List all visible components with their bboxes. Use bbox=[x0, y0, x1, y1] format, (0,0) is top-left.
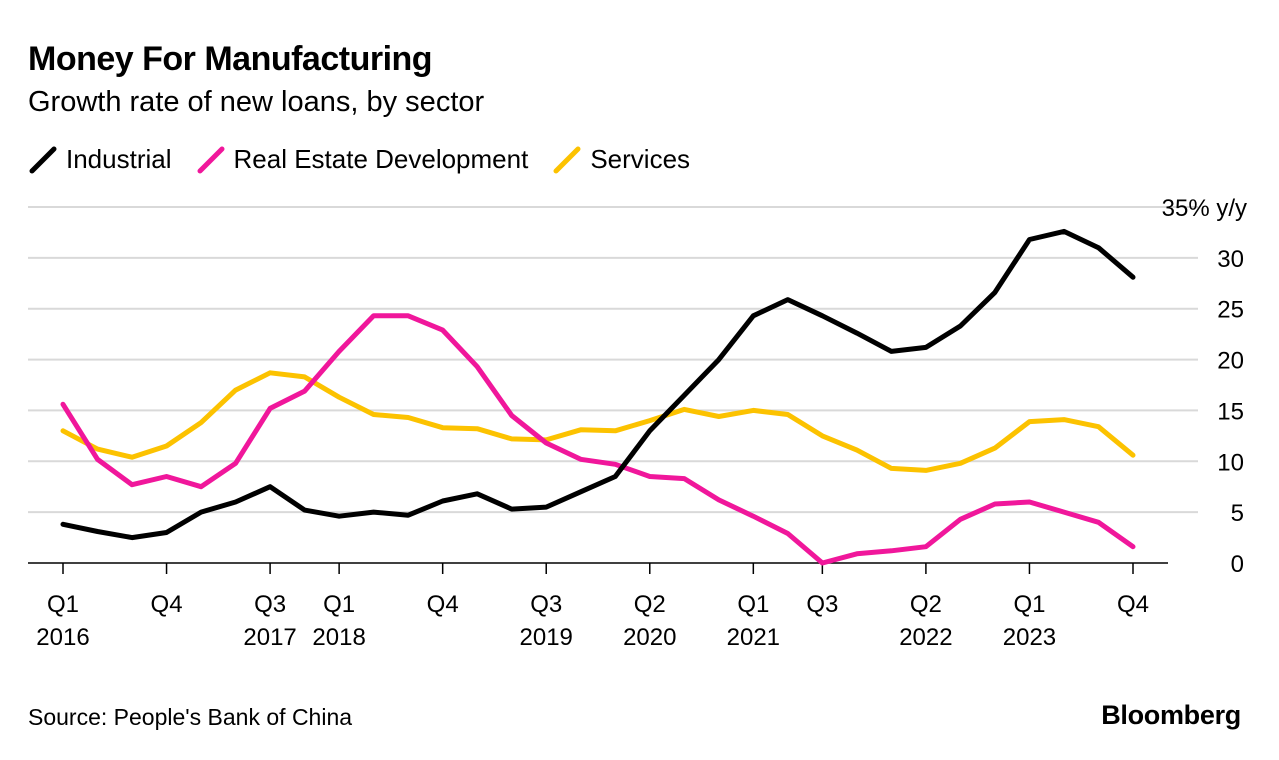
legend-label-services: Services bbox=[590, 144, 691, 174]
legend-label-real-estate: Real Estate Development bbox=[233, 144, 529, 174]
x-tick-label-quarter-14: Q3 bbox=[530, 591, 562, 618]
x-tick-label-year-0: 2016 bbox=[36, 624, 89, 651]
y-tick-label-25: 25 bbox=[1217, 297, 1244, 324]
legend-item-services: Services bbox=[552, 144, 690, 175]
x-tick-label-year-20: 2021 bbox=[727, 624, 780, 651]
x-tick-label-quarter-3: Q4 bbox=[151, 591, 183, 618]
legend-swatch-real-estate bbox=[196, 145, 226, 175]
x-tick-label-year-28: 2023 bbox=[1003, 624, 1056, 651]
x-tick-label-quarter-31: Q4 bbox=[1117, 591, 1149, 618]
line-chart: 35% y/y 0 5 10 15 20 25 30 Q1 2016 Q4 Q3 2017 Q1 2018 Q… bbox=[28, 195, 1247, 651]
x-tick-label-quarter-22: Q3 bbox=[806, 591, 838, 618]
chart-title: Money For Manufacturing bbox=[28, 40, 433, 78]
x-tick-label-quarter-28: Q1 bbox=[1013, 591, 1045, 618]
y-tick-label-10: 10 bbox=[1217, 449, 1244, 476]
x-tick-label-quarter-25: Q2 bbox=[910, 591, 942, 618]
legend-item-real-estate: Real Estate Development bbox=[196, 144, 529, 175]
legend-swatch-industrial bbox=[28, 145, 58, 175]
y-tick-label-0: 0 bbox=[1231, 551, 1244, 578]
x-tick-label-year-14: 2019 bbox=[520, 624, 573, 651]
x-tick-label-year-8: 2018 bbox=[312, 624, 365, 651]
y-tick-label-20: 20 bbox=[1217, 348, 1244, 375]
chart-subtitle: Growth rate of new loans, by sector bbox=[28, 86, 485, 118]
y-unit-label: 35% y/y bbox=[1162, 195, 1247, 222]
x-tick-label-quarter-11: Q4 bbox=[427, 591, 459, 618]
legend-label-industrial: Industrial bbox=[66, 144, 172, 174]
series-line-services bbox=[60, 370, 1136, 473]
legend-item-industrial: Industrial bbox=[28, 144, 172, 175]
y-tick-label-30: 30 bbox=[1217, 246, 1244, 273]
x-tick-label-quarter-20: Q1 bbox=[737, 591, 769, 618]
source-note: Source: People's Bank of China bbox=[28, 704, 353, 730]
y-tick-label-5: 5 bbox=[1231, 500, 1244, 527]
x-tick-label-quarter-0: Q1 bbox=[47, 591, 79, 618]
legend-swatch-services bbox=[552, 145, 582, 175]
series-line-industrial bbox=[60, 228, 1136, 541]
brand-logo: Bloomberg bbox=[1101, 700, 1241, 730]
legend: Industrial Real Estate Development Servi… bbox=[28, 144, 714, 175]
x-tick-label-year-6: 2017 bbox=[243, 624, 296, 651]
x-tick-label-quarter-6: Q3 bbox=[254, 591, 286, 618]
x-tick-label-quarter-8: Q1 bbox=[323, 591, 355, 618]
x-tick-label-year-17: 2020 bbox=[623, 624, 676, 651]
x-tick-label-year-25: 2022 bbox=[899, 624, 952, 651]
series-line-real-estate-development bbox=[60, 313, 1136, 566]
y-tick-label-15: 15 bbox=[1217, 398, 1244, 425]
x-tick-label-quarter-17: Q2 bbox=[634, 591, 666, 618]
